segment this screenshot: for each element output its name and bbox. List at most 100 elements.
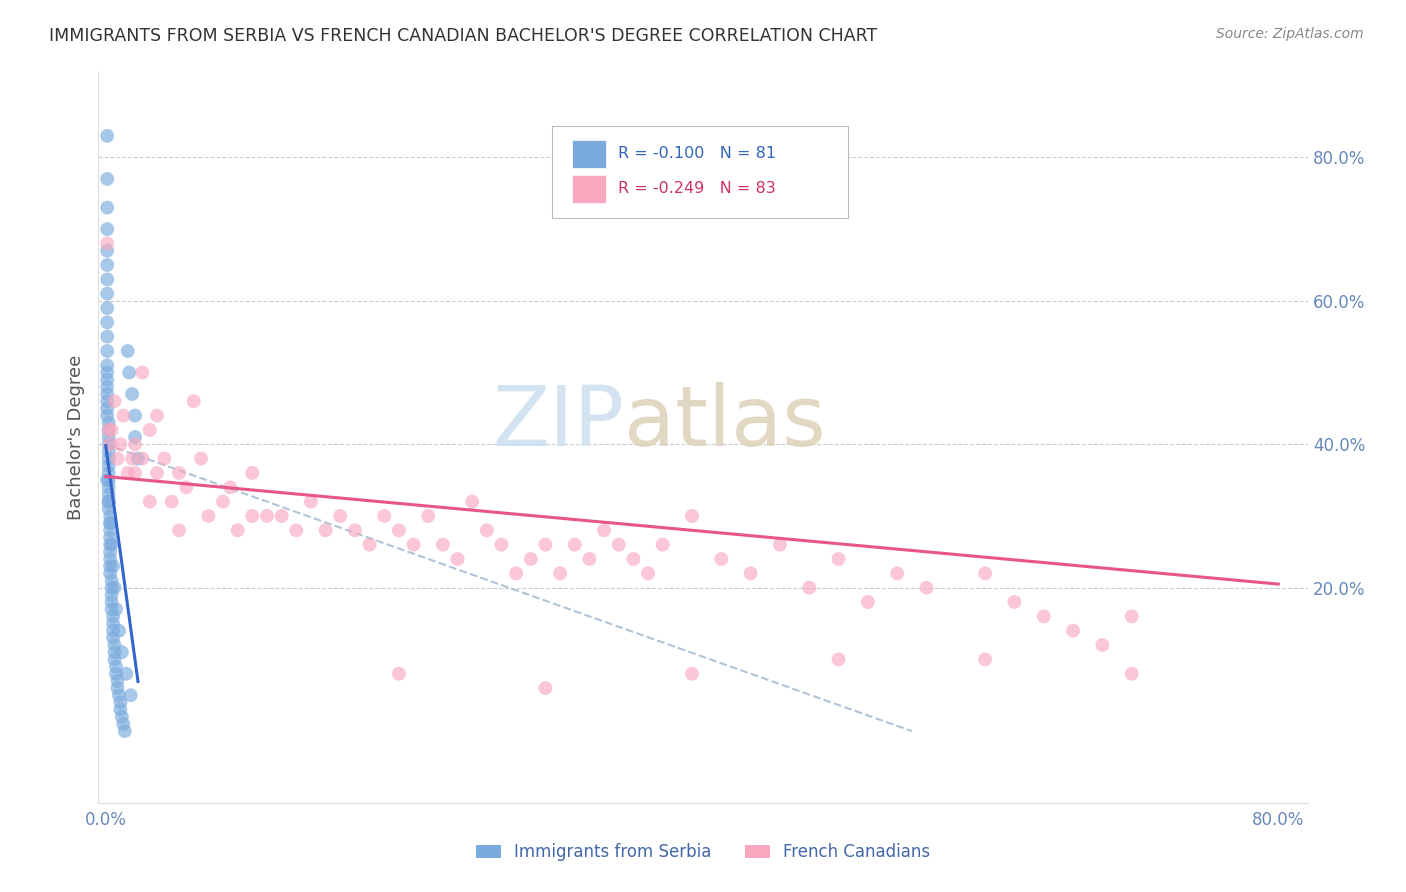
Text: Source: ZipAtlas.com: Source: ZipAtlas.com [1216,27,1364,41]
Point [98,559,121,574]
Point [1032,609,1054,624]
Point [681,666,703,681]
Point [651,538,673,552]
Point [96,401,118,416]
Point [146,409,169,423]
Point [103,394,125,409]
Point [534,538,557,552]
Text: atlas: atlas [624,382,827,463]
Point [1121,666,1143,681]
Point [491,538,513,552]
Point [100,581,122,595]
Point [548,566,571,581]
Point [110,695,132,709]
Point [226,524,249,538]
Point [100,423,122,437]
Point [98,508,121,523]
Point [108,624,131,638]
Point [117,466,139,480]
Point [105,659,128,673]
Text: R = -0.100   N = 81: R = -0.100 N = 81 [619,145,776,161]
Point [138,494,160,508]
Point [103,652,125,666]
Point [388,524,411,538]
Point [167,524,190,538]
Point [710,552,733,566]
Point [197,508,219,523]
Point [160,494,183,508]
Point [578,552,600,566]
Point [256,508,278,523]
Point [505,566,527,581]
Point [115,666,138,681]
Point [219,480,242,494]
Point [103,645,125,659]
Point [96,387,118,401]
Point [315,524,337,538]
Point [96,329,118,343]
Point [96,394,118,409]
Point [96,286,118,301]
Point [124,466,146,480]
Point [105,602,128,616]
Point [446,552,468,566]
Point [127,451,149,466]
Point [107,451,129,466]
Point [98,566,121,581]
Point [97,487,120,501]
Text: ZIP: ZIP [492,382,624,463]
Point [96,128,118,143]
Legend: Immigrants from Serbia, French Canadians: Immigrants from Serbia, French Canadians [470,837,936,868]
Point [96,409,118,423]
Point [167,466,190,480]
Point [97,466,120,480]
Point [98,524,121,538]
Bar [572,140,606,168]
Y-axis label: Bachelor's Degree: Bachelor's Degree [66,354,84,520]
Point [96,315,118,329]
Point [343,524,366,538]
Point [97,494,120,508]
Point [373,508,395,523]
Point [100,574,122,588]
Point [607,538,630,552]
Point [621,552,644,566]
Point [418,508,440,523]
Point [96,236,118,251]
Point [1121,609,1143,624]
Point [97,494,120,508]
Point [886,566,908,581]
Point [97,416,120,430]
Point [107,673,129,688]
Point [97,473,120,487]
Point [98,552,121,566]
Point [240,466,263,480]
Point [97,430,120,444]
Point [111,710,134,724]
Point [131,366,153,380]
Point [534,681,557,695]
Point [97,444,120,458]
Point [827,652,849,666]
Point [110,702,132,716]
Point [110,437,132,451]
Point [100,538,122,552]
Point [1004,595,1026,609]
Point [146,466,169,480]
Point [118,366,141,380]
FancyBboxPatch shape [551,126,848,218]
Point [112,409,135,423]
Point [270,508,292,523]
Point [475,524,498,538]
Point [637,566,659,581]
Point [96,359,118,373]
Point [96,473,118,487]
Point [101,631,124,645]
Point [97,423,120,437]
Point [97,458,120,473]
Point [827,552,849,566]
Point [98,545,121,559]
Point [299,494,322,508]
Point [131,451,153,466]
Point [101,559,124,574]
